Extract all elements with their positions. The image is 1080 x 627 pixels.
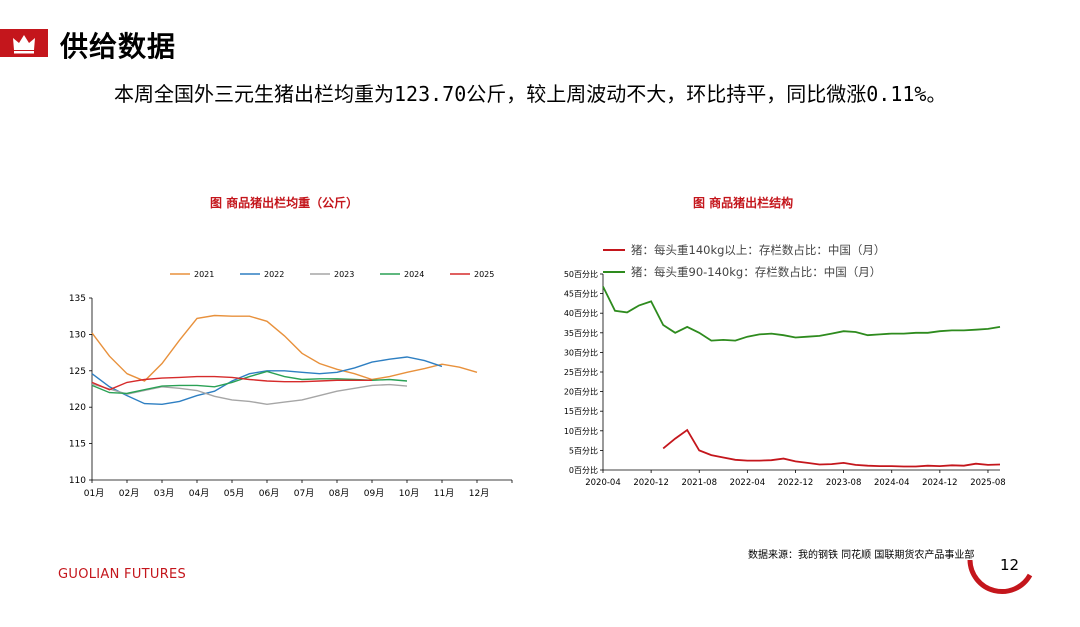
x-tick-label: 2023-08 [826,478,862,488]
x-tick-label: 08月 [329,488,349,499]
x-tick-label: 2022-04 [730,478,766,488]
x-tick-label: 2024-12 [922,478,958,488]
series-line-2023 [91,383,408,406]
x-tick-label: 2024-04 [874,478,910,488]
y-tick-label: 120 [69,403,86,413]
page-number: 12 [1000,556,1020,574]
x-tick-label: 07月 [294,488,314,499]
summary-text: 本周全国外三元生猪出栏均重为123.70公斤，较上周波动不大，环比持平，同比微涨… [114,82,947,106]
y-tick-label: 40百分比 [564,308,598,318]
legend-label-2025: 2025 [474,270,494,279]
x-tick-label: 03月 [154,488,174,499]
y-tick-label: 20百分比 [564,387,598,397]
data-source: 数据来源：我的钢铁 同花顺 国联期货农产品事业部 [748,550,975,561]
y-tick-label: 45百分比 [564,289,598,299]
x-tick-label: 09月 [364,488,384,499]
x-tick-label: 04月 [189,488,209,499]
page-badge-icon [967,559,1033,594]
x-tick-label: 10月 [399,488,419,499]
y-tick-label: 5百分比 [569,445,598,455]
legend-label-1: 猪：每头重90-140kg：存栏数占比：中国（月） [631,265,881,279]
legend-label-2024: 2024 [404,270,424,279]
page-title: 供给数据 [60,30,177,63]
x-tick-label: 05月 [224,488,244,499]
x-tick-label: 2021-08 [681,478,717,488]
legend-label-2022: 2022 [264,270,284,279]
brand-logo-text: GUOLIAN FUTURES [58,567,187,582]
y-tick-label: 50百分比 [564,269,598,279]
y-tick-label: 10百分比 [564,426,598,436]
chart-title-weight: 图 商品猪出栏均重（公斤） [210,196,359,210]
y-tick-label: 135 [69,294,86,304]
legend-label-0: 猪：每头重140kg以上：存栏数占比：中国（月） [631,243,885,257]
x-tick-label: 02月 [119,488,139,499]
legend-label-2023: 2023 [334,270,354,279]
header-accent-bar [0,29,48,57]
x-tick-label: 12月 [469,488,489,499]
series-line-0 [662,428,1001,468]
series-line-2024 [91,370,408,395]
structure-line-chart: 0百分比 5百分比 10百分比 15百分比 20百分比 25百分比 30百分比 35百分比 40… [564,243,1006,488]
series-line-2025 [91,375,372,391]
y-tick-label: 25百分比 [564,367,598,377]
x-tick-label: 2022-12 [778,478,814,488]
y-tick-label: 35百分比 [564,328,598,338]
y-tick-label: 115 [69,440,86,450]
x-tick-label: 11月 [434,488,454,499]
series-line-2021 [91,314,478,382]
x-tick-label: 2020-12 [633,478,669,488]
y-tick-label: 0百分比 [569,465,598,475]
chart-title-structure: 图 商品猪出栏结构 [693,196,794,210]
avg-weight-line-chart: 110 115 120 125 130 135 01月 02月 03月 04月 05月 06月 07月 0… [69,270,513,499]
legend-label-2021: 2021 [194,270,214,279]
y-tick-label: 125 [69,367,86,377]
series-line-1 [602,286,1001,342]
x-tick-label: 01月 [84,488,104,499]
crown-icon [13,35,35,54]
y-tick-label: 30百分比 [564,347,598,357]
x-tick-label: 2025-08 [970,478,1006,488]
x-tick-label: 06月 [259,488,279,499]
y-tick-label: 15百分比 [564,406,598,416]
y-tick-label: 130 [69,330,86,340]
x-tick-label: 2020-04 [585,478,621,488]
y-tick-label: 110 [69,476,86,486]
